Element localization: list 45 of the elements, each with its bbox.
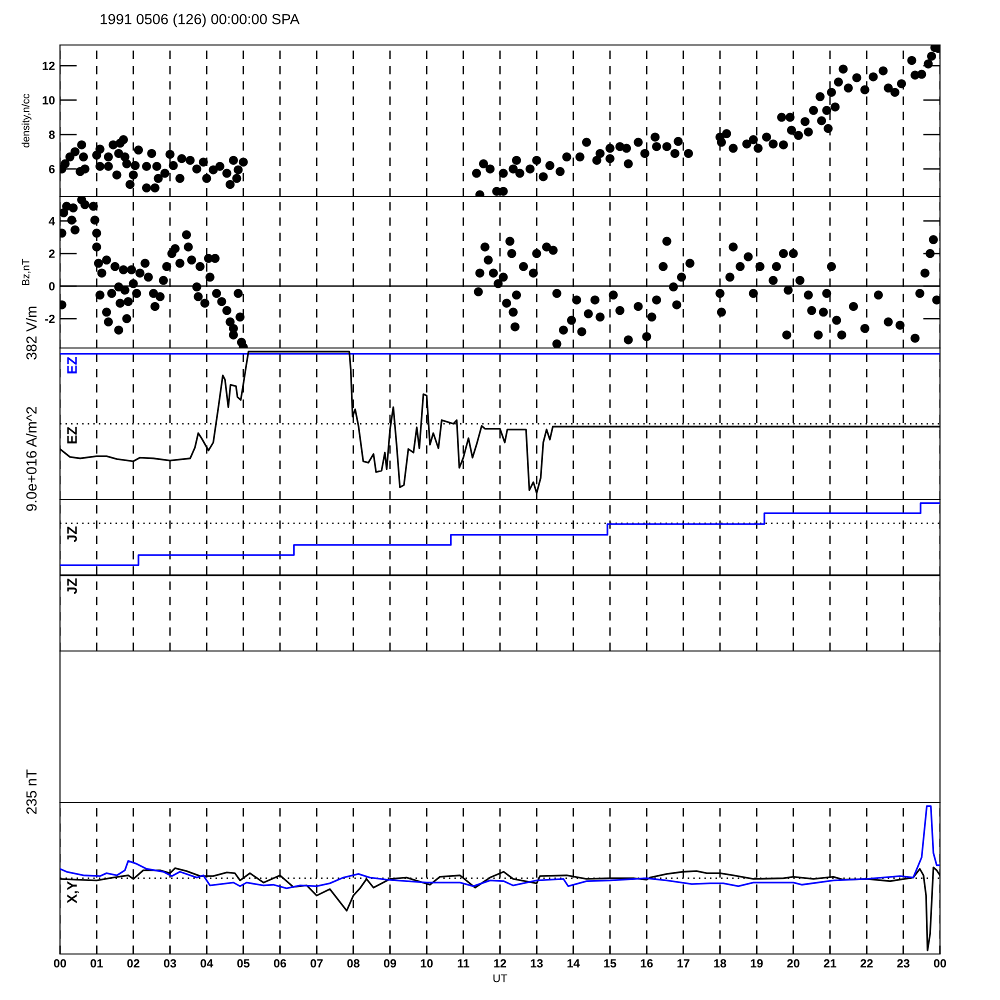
x-tick-label: 08: [347, 959, 360, 968]
x-axis-title: UT: [493, 974, 508, 982]
y-axis-title: Bz,nT: [22, 258, 31, 285]
x-tick-label: 14: [568, 959, 580, 968]
text: JZ: [67, 578, 77, 594]
x-tick-label: 06: [274, 959, 286, 968]
x-tick-label: 05: [237, 959, 250, 968]
ref-line-label: EZ: [67, 426, 77, 444]
x-tick-label: 12: [494, 959, 506, 968]
ref-line-label: X,Y: [67, 881, 79, 904]
x-tick-label: 03: [164, 959, 176, 968]
x-tick-label: 17: [678, 959, 690, 968]
y-tick-label: 4: [48, 217, 56, 226]
x-tick-label: 22: [860, 959, 873, 968]
y-axis-title: 235 nT: [26, 770, 37, 814]
x-tick-label: 11: [458, 959, 470, 968]
x-tick-label: 00: [934, 959, 946, 968]
y-axis-title: 9.0e+016 A/m^2: [26, 406, 37, 511]
x-tick-label: 18: [714, 959, 726, 968]
x-tick-label: 23: [897, 959, 910, 968]
y-tick-label: 12: [42, 62, 55, 70]
text: EZ: [67, 356, 77, 374]
y-axis-title: density,n/cc: [22, 94, 32, 148]
x-tick-label: 19: [750, 959, 763, 968]
x-tick-label: 10: [420, 959, 433, 968]
y-tick-label: 6: [49, 164, 55, 174]
y-tick-label: -2: [45, 314, 55, 323]
x-tick-label: 04: [200, 959, 214, 968]
x-tick-label: 20: [787, 959, 800, 968]
y-tick-label: 8: [48, 130, 55, 139]
x-tick-label: 21: [824, 959, 836, 968]
y-tick-label: 0: [49, 282, 55, 290]
ref-line-label: JZ: [67, 526, 77, 542]
chart-title: 1991 0506 (126) 00:00:00 SPA: [100, 14, 300, 28]
x-tick-label: 07: [310, 959, 323, 968]
x-tick-label: 16: [640, 959, 653, 968]
y-tick-label: 2: [48, 250, 55, 258]
y-axis-title: 382 V/m: [26, 306, 37, 360]
x-tick-label: 09: [384, 959, 396, 968]
x-tick-label: 02: [127, 959, 140, 968]
x-tick-label: 13: [530, 959, 543, 968]
y-tick-label: 10: [42, 96, 55, 104]
x-tick-label: 00: [54, 959, 66, 968]
x-tick-label: 15: [604, 959, 616, 968]
x-tick-label: 01: [90, 959, 103, 968]
